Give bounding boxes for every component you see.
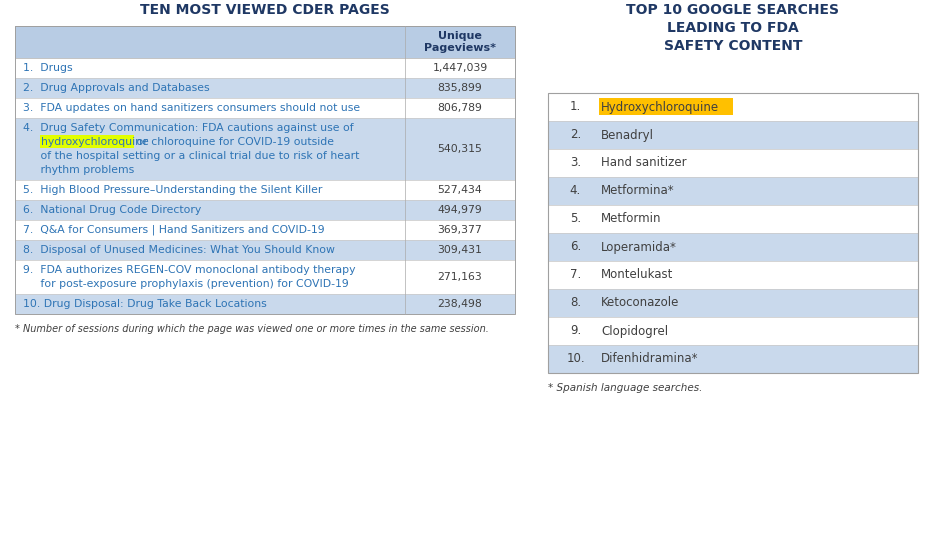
- Text: 10.: 10.: [566, 352, 585, 366]
- Text: 7.: 7.: [570, 269, 581, 281]
- Text: TOP 10 GOOGLE SEARCHES
LEADING TO FDA
SAFETY CONTENT: TOP 10 GOOGLE SEARCHES LEADING TO FDA SA…: [626, 3, 840, 53]
- Bar: [15, 260, 515, 294]
- Bar: [15, 220, 515, 240]
- Text: 540,315: 540,315: [437, 144, 482, 154]
- Text: 9.  FDA authorizes REGEN-COV monoclonal antibody therapy: 9. FDA authorizes REGEN-COV monoclonal a…: [23, 265, 356, 275]
- Text: 8.: 8.: [570, 296, 581, 310]
- Text: Loperamida*: Loperamida*: [601, 240, 677, 254]
- Text: 5.  High Blood Pressure–Understanding the Silent Killer: 5. High Blood Pressure–Understanding the…: [23, 185, 322, 195]
- Bar: [15, 200, 515, 220]
- Bar: [15, 98, 515, 118]
- Text: rhythm problems: rhythm problems: [23, 165, 134, 175]
- Bar: [548, 149, 918, 177]
- Text: 3.: 3.: [570, 157, 581, 169]
- Text: 309,431: 309,431: [437, 245, 482, 255]
- Bar: [548, 177, 918, 205]
- Text: of the hospital setting or a clinical trial due to risk of heart: of the hospital setting or a clinical tr…: [23, 151, 359, 161]
- Bar: [15, 240, 515, 260]
- Bar: [15, 220, 515, 240]
- Text: 369,377: 369,377: [438, 225, 482, 235]
- Text: 806,789: 806,789: [437, 103, 482, 113]
- Text: 835,899: 835,899: [438, 83, 482, 93]
- Text: 2.  Drug Approvals and Databases: 2. Drug Approvals and Databases: [23, 83, 210, 93]
- Text: 4.: 4.: [570, 184, 581, 198]
- Text: 4.  Drug Safety Communication: FDA cautions against use of: 4. Drug Safety Communication: FDA cautio…: [23, 123, 354, 133]
- Bar: [40, 135, 134, 148]
- Text: * Number of sessions during which the page was viewed one or more times in the s: * Number of sessions during which the pa…: [15, 324, 489, 334]
- Bar: [15, 98, 515, 118]
- Text: 2.: 2.: [570, 128, 581, 141]
- Text: * Spanish language searches.: * Spanish language searches.: [548, 383, 702, 393]
- Bar: [548, 345, 918, 373]
- Text: 1,447,039: 1,447,039: [432, 63, 488, 73]
- Bar: [15, 26, 515, 58]
- Bar: [599, 98, 733, 115]
- Text: hydroxychloroquine: hydroxychloroquine: [41, 137, 149, 147]
- Text: Benadryl: Benadryl: [601, 128, 654, 141]
- Text: Ketoconazole: Ketoconazole: [601, 296, 680, 310]
- Text: Metformina*: Metformina*: [601, 184, 675, 198]
- Bar: [15, 260, 515, 294]
- Bar: [15, 78, 515, 98]
- Bar: [15, 118, 515, 180]
- Text: 9.: 9.: [570, 325, 581, 337]
- Bar: [548, 205, 918, 233]
- Bar: [15, 180, 515, 200]
- Text: Difenhidramina*: Difenhidramina*: [601, 352, 698, 366]
- Text: or chloroquine for COVID-19 outside: or chloroquine for COVID-19 outside: [133, 137, 334, 147]
- Bar: [548, 261, 918, 289]
- Bar: [548, 233, 918, 261]
- Bar: [548, 177, 918, 205]
- Bar: [548, 233, 918, 261]
- Bar: [15, 78, 515, 98]
- Text: 3.  FDA updates on hand sanitizers consumers should not use: 3. FDA updates on hand sanitizers consum…: [23, 103, 360, 113]
- Bar: [548, 93, 918, 373]
- Bar: [548, 289, 918, 317]
- Text: Hand sanitizer: Hand sanitizer: [601, 157, 687, 169]
- Bar: [15, 240, 515, 260]
- Bar: [548, 93, 918, 121]
- Bar: [548, 149, 918, 177]
- Bar: [15, 294, 515, 314]
- Bar: [548, 317, 918, 345]
- Bar: [15, 118, 515, 180]
- Bar: [15, 58, 515, 78]
- Bar: [548, 93, 918, 121]
- Bar: [15, 26, 515, 58]
- Text: 238,498: 238,498: [438, 299, 482, 309]
- Bar: [548, 345, 918, 373]
- Text: for post-exposure prophylaxis (prevention) for COVID-19: for post-exposure prophylaxis (preventio…: [23, 279, 349, 289]
- Text: 10. Drug Disposal: Drug Take Back Locations: 10. Drug Disposal: Drug Take Back Locati…: [23, 299, 267, 309]
- Text: 5.: 5.: [570, 213, 581, 225]
- Text: 494,979: 494,979: [438, 205, 482, 215]
- Bar: [548, 205, 918, 233]
- Bar: [15, 26, 515, 314]
- Bar: [15, 180, 515, 200]
- Bar: [548, 121, 918, 149]
- Text: 7.  Q&A for Consumers | Hand Sanitizers and COVID-19: 7. Q&A for Consumers | Hand Sanitizers a…: [23, 225, 325, 235]
- Bar: [15, 58, 515, 78]
- Text: TEN MOST VIEWED CDER PAGES: TEN MOST VIEWED CDER PAGES: [140, 3, 390, 17]
- Text: 271,163: 271,163: [438, 272, 482, 282]
- Text: Clopidogrel: Clopidogrel: [601, 325, 668, 337]
- Text: 6.: 6.: [570, 240, 581, 254]
- Text: Metformin: Metformin: [601, 213, 662, 225]
- Bar: [15, 200, 515, 220]
- Text: 527,434: 527,434: [438, 185, 482, 195]
- Bar: [15, 294, 515, 314]
- Bar: [548, 121, 918, 149]
- Text: 6.  National Drug Code Directory: 6. National Drug Code Directory: [23, 205, 201, 215]
- Text: 8.  Disposal of Unused Medicines: What You Should Know: 8. Disposal of Unused Medicines: What Yo…: [23, 245, 335, 255]
- Text: 1.  Drugs: 1. Drugs: [23, 63, 73, 73]
- Text: Montelukast: Montelukast: [601, 269, 673, 281]
- Bar: [548, 317, 918, 345]
- Bar: [548, 289, 918, 317]
- Text: 1.: 1.: [570, 101, 581, 114]
- Text: Hydroxychloroquine: Hydroxychloroquine: [601, 101, 719, 114]
- Bar: [548, 261, 918, 289]
- Text: Unique
Pageviews*: Unique Pageviews*: [424, 31, 496, 53]
